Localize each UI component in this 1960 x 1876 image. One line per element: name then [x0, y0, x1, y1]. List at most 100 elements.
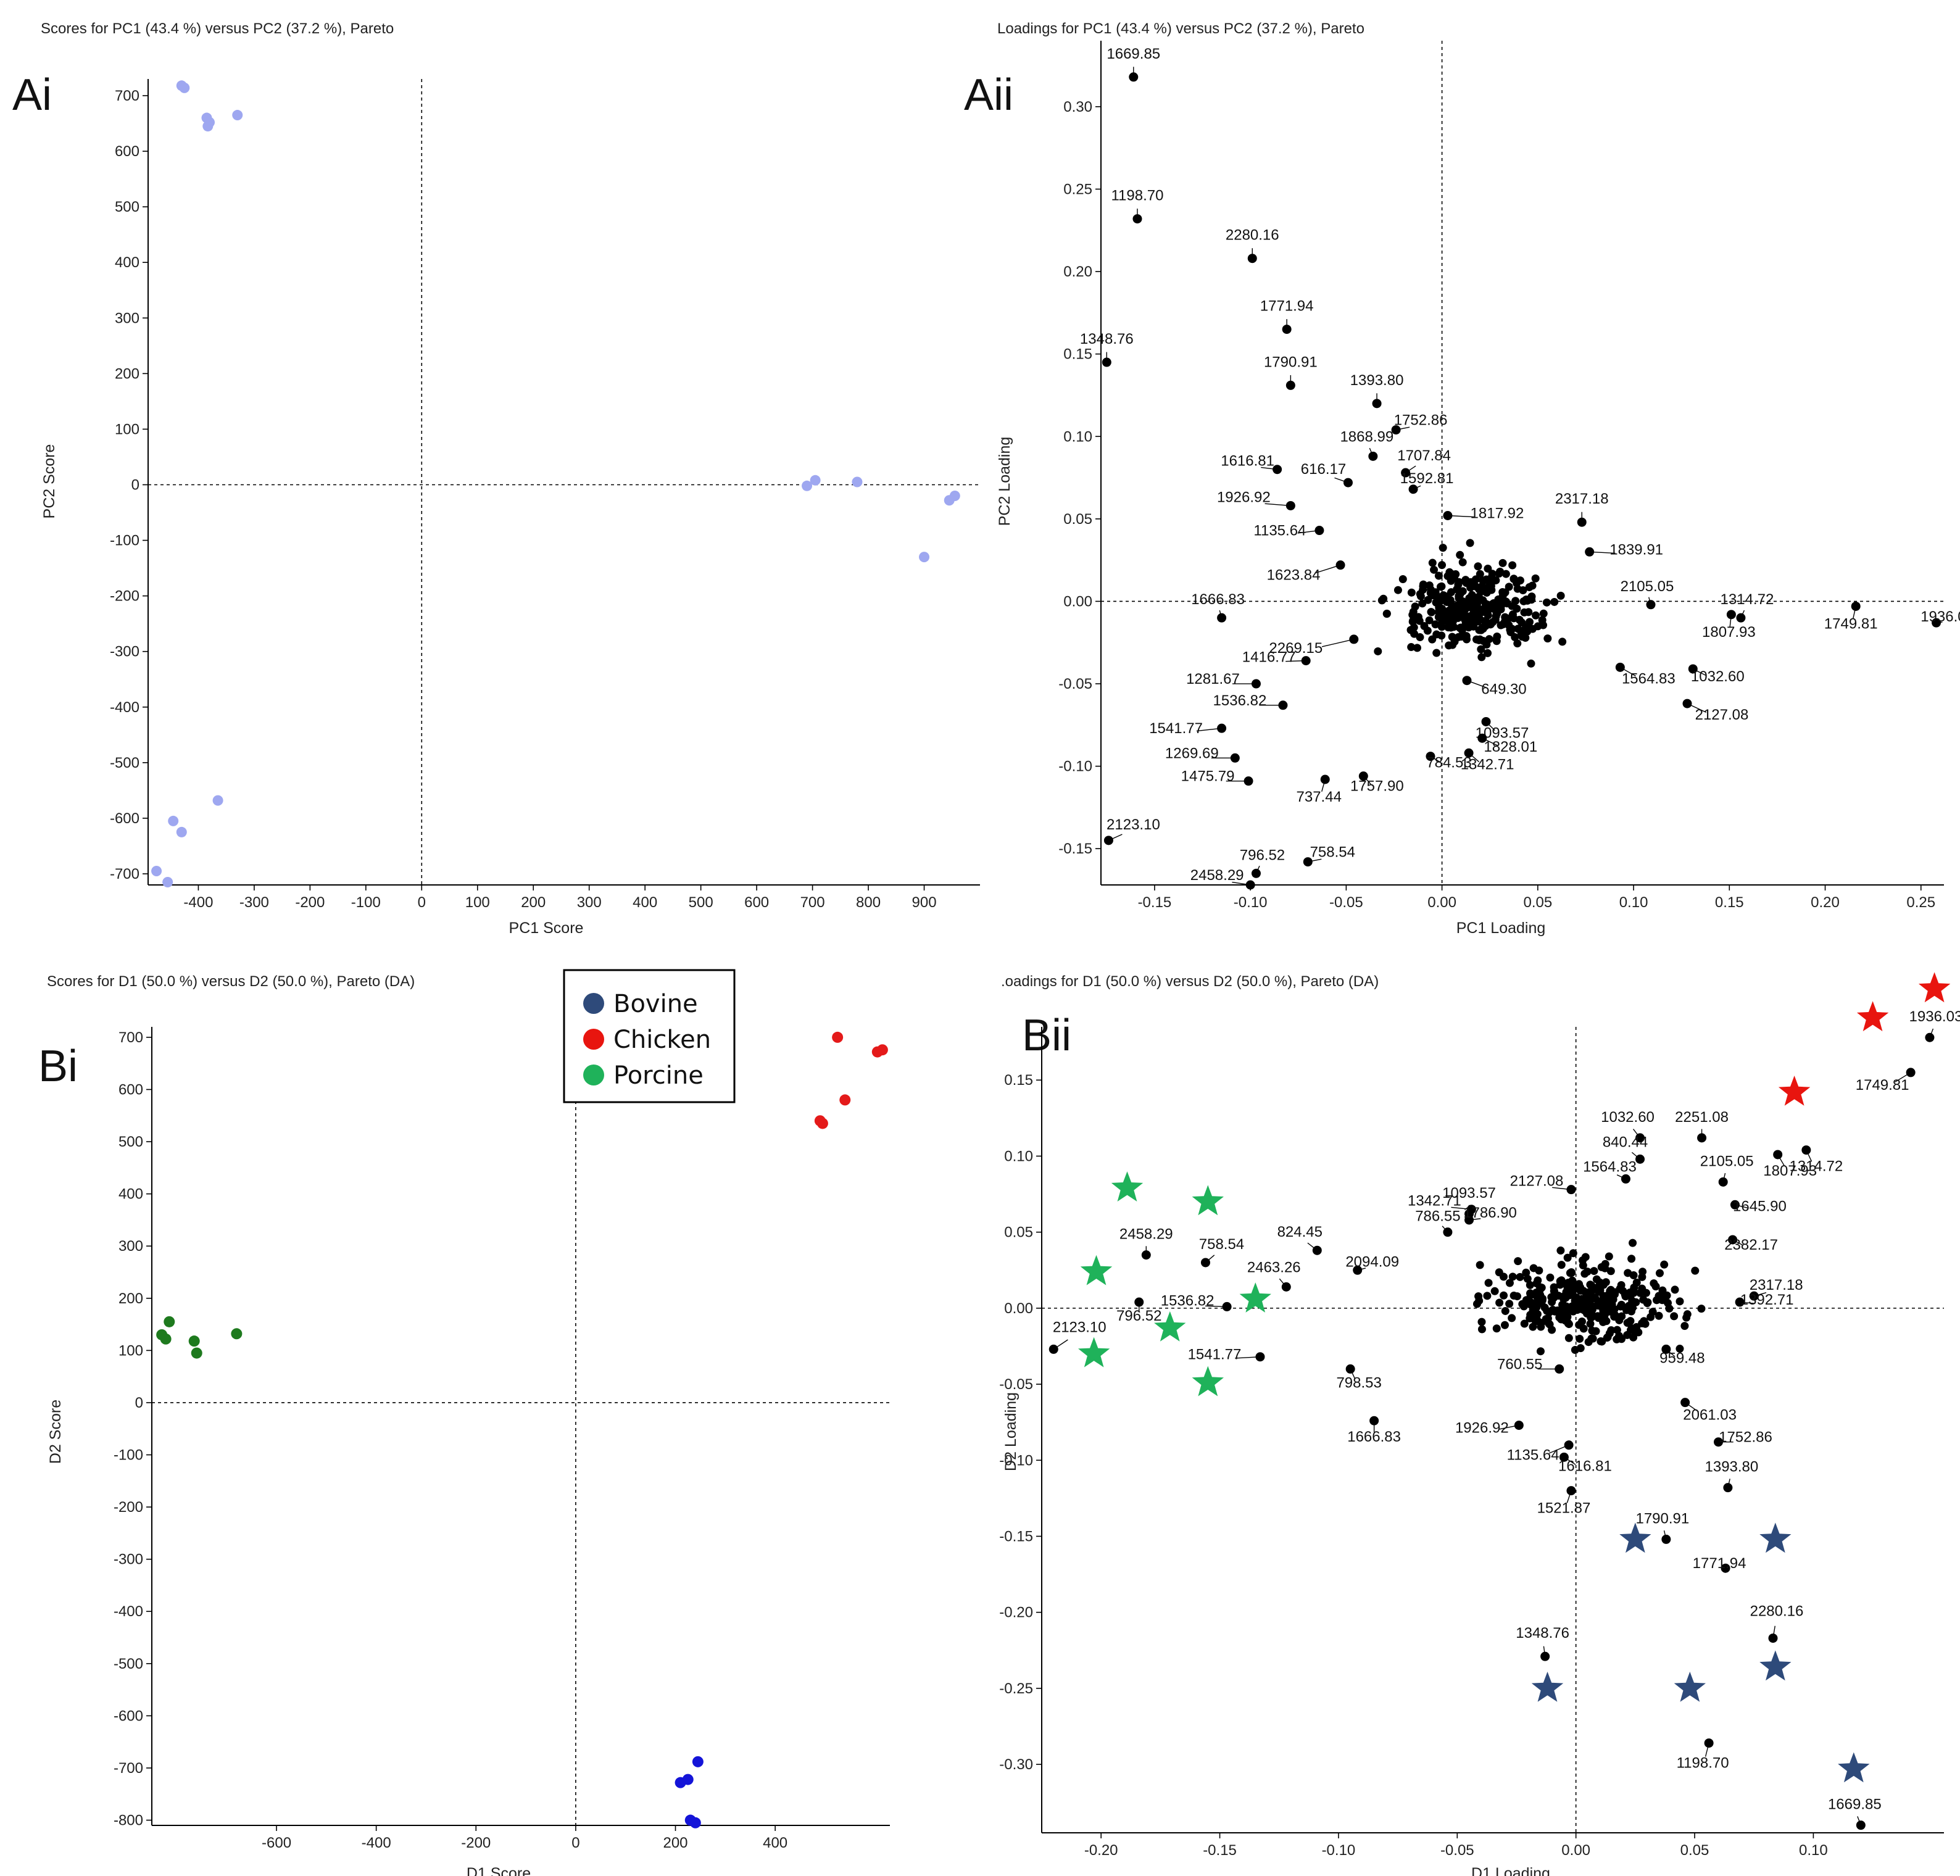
loading-point — [1610, 1313, 1619, 1321]
highlight-star — [1778, 1076, 1811, 1106]
loading-point — [1579, 1324, 1588, 1333]
loading-label: 1707.84 — [1397, 447, 1451, 464]
loading-label: 1757.90 — [1350, 778, 1404, 795]
score-point — [176, 826, 187, 837]
label-leader — [1687, 703, 1707, 713]
loading-point — [1514, 625, 1522, 633]
loading-point — [1562, 1288, 1571, 1297]
loading-point — [1505, 1300, 1514, 1308]
loading-point — [1419, 582, 1427, 591]
loading-point — [1581, 1253, 1590, 1261]
y-tick-label: -0.30 — [999, 1756, 1033, 1773]
highlight-star — [1154, 1311, 1186, 1342]
loading-point — [1550, 1293, 1558, 1302]
label-leader — [1447, 515, 1475, 518]
loading-point — [1432, 649, 1441, 657]
y-tick-label: 700 — [118, 1029, 143, 1046]
score-point — [949, 491, 960, 502]
x-tick-label: -0.05 — [1440, 1842, 1474, 1859]
label-leader — [1853, 606, 1856, 619]
x-axis-label: D1 Loading — [1471, 1865, 1550, 1876]
loading-label: 649.30 — [1481, 681, 1526, 698]
loading-point — [1539, 621, 1548, 629]
loading-label: 1807.93 — [1702, 624, 1756, 641]
loading-point — [1456, 550, 1464, 559]
highlight-star — [1078, 1337, 1110, 1368]
y-tick-label: 200 — [115, 365, 139, 382]
loading-point — [1493, 632, 1501, 641]
loading-point — [1443, 572, 1452, 581]
loading-label: 2458.29 — [1119, 1226, 1173, 1243]
loading-label: 2094.09 — [1345, 1253, 1399, 1270]
loading-point — [1526, 618, 1534, 626]
label-leader — [1772, 1625, 1775, 1638]
loading-point — [1476, 570, 1484, 578]
loading-label: 2458.29 — [1190, 867, 1244, 884]
loading-point — [1503, 615, 1512, 623]
score-point-porcine — [164, 1316, 175, 1327]
label-leader — [1219, 610, 1223, 618]
loading-point — [1448, 633, 1456, 641]
loading-point — [1501, 1306, 1509, 1315]
y-tick-label: -700 — [110, 866, 139, 882]
label-leader — [1442, 1226, 1448, 1233]
loading-point — [1484, 564, 1492, 573]
score-point — [179, 82, 190, 93]
y-tick-label: -0.05 — [999, 1376, 1033, 1393]
loading-point — [1474, 1292, 1483, 1301]
y-tick-label: 400 — [115, 254, 139, 271]
label-leader — [1685, 1402, 1700, 1413]
loading-label: 1616.81 — [1558, 1458, 1612, 1474]
score-point-porcine — [160, 1333, 172, 1345]
legend-label-porcine: Porcine — [613, 1061, 704, 1090]
loading-point — [1438, 561, 1447, 570]
loading-point — [1630, 1326, 1638, 1334]
loading-point — [1429, 591, 1437, 600]
loading-label: 796.52 — [1116, 1308, 1161, 1324]
loading-label: 1807.93 — [1763, 1163, 1817, 1179]
loading-label: 1392.71 — [1740, 1292, 1794, 1308]
loading-point — [1638, 1272, 1646, 1281]
label-leader — [1566, 1490, 1572, 1503]
loading-label: 1817.92 — [1471, 505, 1524, 522]
loading-point — [1416, 590, 1424, 599]
loading-point — [1655, 1311, 1663, 1320]
loading-point — [1425, 616, 1434, 625]
legend-marker-bovine — [583, 993, 604, 1014]
loading-point — [1458, 587, 1467, 596]
loading-point — [1393, 586, 1402, 594]
loading-point — [1691, 1266, 1700, 1275]
loading-point — [1588, 1305, 1597, 1314]
y-tick-label: 400 — [118, 1186, 143, 1203]
y-tick-label: -0.15 — [999, 1528, 1033, 1545]
loading-point — [1466, 599, 1475, 607]
loading-point — [1550, 1287, 1558, 1295]
panel-bi: Scores for D1 (50.0 %) versus D2 (50.0 %… — [38, 969, 890, 1876]
loading-point — [1543, 634, 1552, 643]
loading-point — [1505, 583, 1513, 591]
y-tick-label: -400 — [110, 699, 139, 716]
loading-point — [1492, 1324, 1501, 1333]
x-axis-label: D1 Score — [467, 1865, 531, 1876]
x-axis-label: PC1 Loading — [1456, 919, 1546, 937]
x-tick-label: 200 — [521, 894, 546, 911]
loading-point — [1522, 1296, 1530, 1305]
label-leader — [1334, 477, 1348, 483]
loading-point — [1374, 647, 1382, 655]
loading-point — [1603, 1334, 1611, 1342]
y-tick-label: 200 — [118, 1290, 143, 1307]
loading-point — [1590, 1267, 1598, 1276]
loading-point — [1683, 1310, 1692, 1319]
label-leader — [1631, 1152, 1640, 1160]
x-tick-label: -0.10 — [1234, 894, 1268, 911]
loading-point — [1576, 1286, 1585, 1295]
loading-point — [1475, 607, 1484, 616]
highlight-star — [1239, 1282, 1271, 1313]
x-axis-label: PC1 Score — [509, 919, 584, 937]
y-tick-label: 0.10 — [1004, 1148, 1033, 1164]
loading-point — [1483, 1292, 1492, 1300]
loading-label: 1541.77 — [1149, 720, 1203, 737]
loading-point — [1437, 582, 1446, 591]
label-leader — [1395, 426, 1410, 431]
